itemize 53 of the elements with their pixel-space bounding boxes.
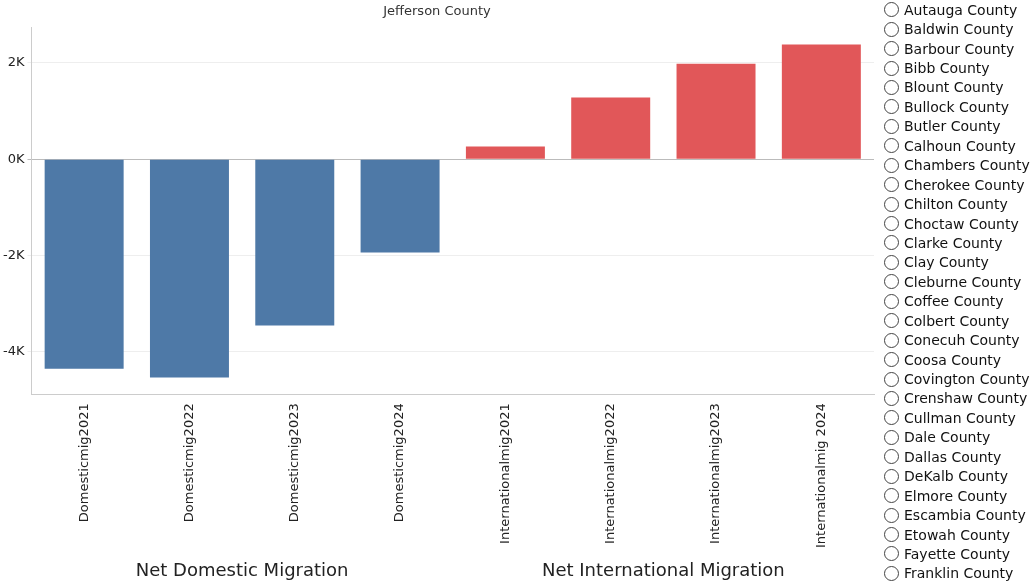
text: Net International Migration [541, 558, 785, 580]
bar [465, 146, 545, 159]
text: Butler County [904, 118, 1001, 135]
bar [255, 159, 335, 326]
text: Etowah County [904, 526, 1011, 543]
text: Clarke County [904, 234, 1003, 251]
text: Autauga County [904, 1, 1018, 18]
text: Baldwin County [904, 21, 1014, 38]
x-tick-label: Domesticmig2022 [180, 403, 196, 523]
text: Cullman County [904, 409, 1016, 426]
text: Bibb County [904, 60, 990, 77]
text: Cherokee County [904, 176, 1025, 193]
y-tick-label: -4K [2, 343, 25, 359]
text: Barbour County [904, 40, 1015, 57]
text: Franklin County [904, 565, 1014, 582]
text: Conecuh County [904, 332, 1020, 349]
text: Coffee County [904, 293, 1004, 310]
text: Fayette County [904, 545, 1011, 562]
text: Blount County [904, 79, 1004, 96]
x-tick-label: Internationalmig2022 [602, 403, 618, 544]
y-tick-label: 2K [7, 54, 25, 70]
text: Colbert County [904, 312, 1010, 329]
text: Calhoun County [904, 137, 1016, 154]
text: Dallas County [904, 448, 1002, 465]
text: Elmore County [904, 487, 1008, 504]
chart-title: Jefferson County [382, 3, 492, 19]
x-tick-label: Domesticmig2021 [75, 403, 91, 523]
x-tick-label: Domesticmig2024 [391, 403, 407, 523]
text: Dale County [904, 429, 991, 446]
x-tick-label: Internationalmig2021 [496, 403, 512, 544]
bar [44, 159, 124, 369]
text: Choctaw County [904, 215, 1019, 232]
bar [781, 44, 861, 159]
bar [676, 63, 756, 159]
bar [149, 159, 229, 378]
x-tick-label: Internationalmig 2024 [812, 403, 828, 548]
text: Bullock County [904, 98, 1009, 115]
text: Coosa County [904, 351, 1002, 368]
text: DeKalb County [904, 468, 1008, 485]
y-tick-label: -2K [2, 246, 25, 262]
bar [360, 159, 440, 253]
text: Cleburne County [904, 273, 1022, 290]
text: Chilton County [904, 196, 1008, 213]
text: Clay County [904, 254, 989, 271]
text: Chambers County [904, 157, 1030, 174]
bar [571, 97, 651, 159]
x-tick-label: Domesticmig2023 [286, 403, 302, 523]
text: Covington County [904, 371, 1030, 388]
text: Net Domestic Migration [135, 558, 349, 580]
text: Escambia County [904, 507, 1026, 524]
x-tick-label: Internationalmig2023 [707, 403, 723, 544]
y-tick-label: 0K [7, 150, 25, 166]
text: Crenshaw County [904, 390, 1028, 407]
